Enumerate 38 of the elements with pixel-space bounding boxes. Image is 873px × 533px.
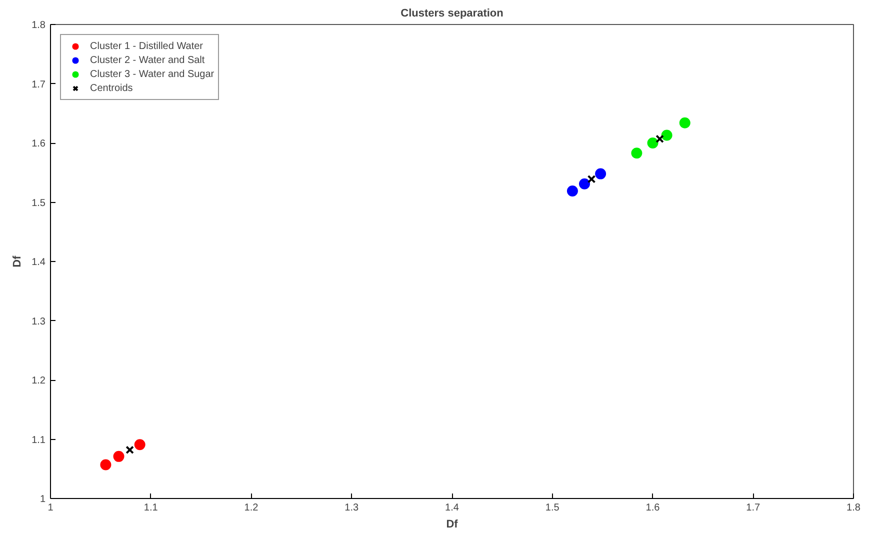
point	[679, 117, 690, 128]
y-tick-label: 1.4	[32, 257, 46, 268]
x-tick-label: 1.3	[344, 502, 360, 514]
legend-label: Cluster 1 - Distilled Water	[90, 40, 203, 53]
chart-title: Clusters separation	[400, 8, 504, 20]
point	[595, 168, 606, 180]
point	[661, 130, 672, 141]
x-tick-label: 1.7	[746, 502, 761, 514]
x-tick-label: 1.5	[545, 502, 560, 514]
y-tick-label: 1.1	[32, 434, 46, 446]
point	[566, 186, 578, 196]
y-tick-label: 1.6	[32, 138, 46, 150]
y-tick-label: 1	[40, 494, 46, 505]
point	[647, 138, 658, 148]
x-tick-label: 1.2	[244, 502, 259, 514]
point	[631, 148, 642, 159]
legend-label: Cluster 3 - Water and Sugar	[90, 68, 214, 81]
point	[656, 134, 664, 144]
y-axis-title: Df	[12, 255, 24, 268]
x-tick-label: 1.8	[846, 502, 861, 514]
point	[113, 450, 124, 462]
y-tick-label: 1.7	[32, 79, 46, 90]
x-tick-label: 1	[48, 502, 54, 514]
point	[587, 174, 596, 184]
point	[578, 178, 590, 190]
x-tick-label: 1.6	[646, 502, 660, 514]
x-axis-title: Df	[446, 518, 458, 530]
x-tick-label: 1.4	[445, 502, 460, 514]
x-tick-label: 1.1	[144, 502, 158, 514]
y-tick-label: 1.5	[32, 198, 46, 209]
legend-label: Centroids	[90, 82, 133, 95]
point	[126, 446, 134, 454]
legend-label: Cluster 2 - Water and Salt	[90, 54, 205, 67]
y-tick-label: 1.2	[32, 376, 46, 386]
point	[134, 439, 146, 450]
y-tick-label: 1.3	[32, 316, 46, 328]
y-tick-label: 1.8	[32, 20, 46, 31]
point	[100, 459, 112, 470]
